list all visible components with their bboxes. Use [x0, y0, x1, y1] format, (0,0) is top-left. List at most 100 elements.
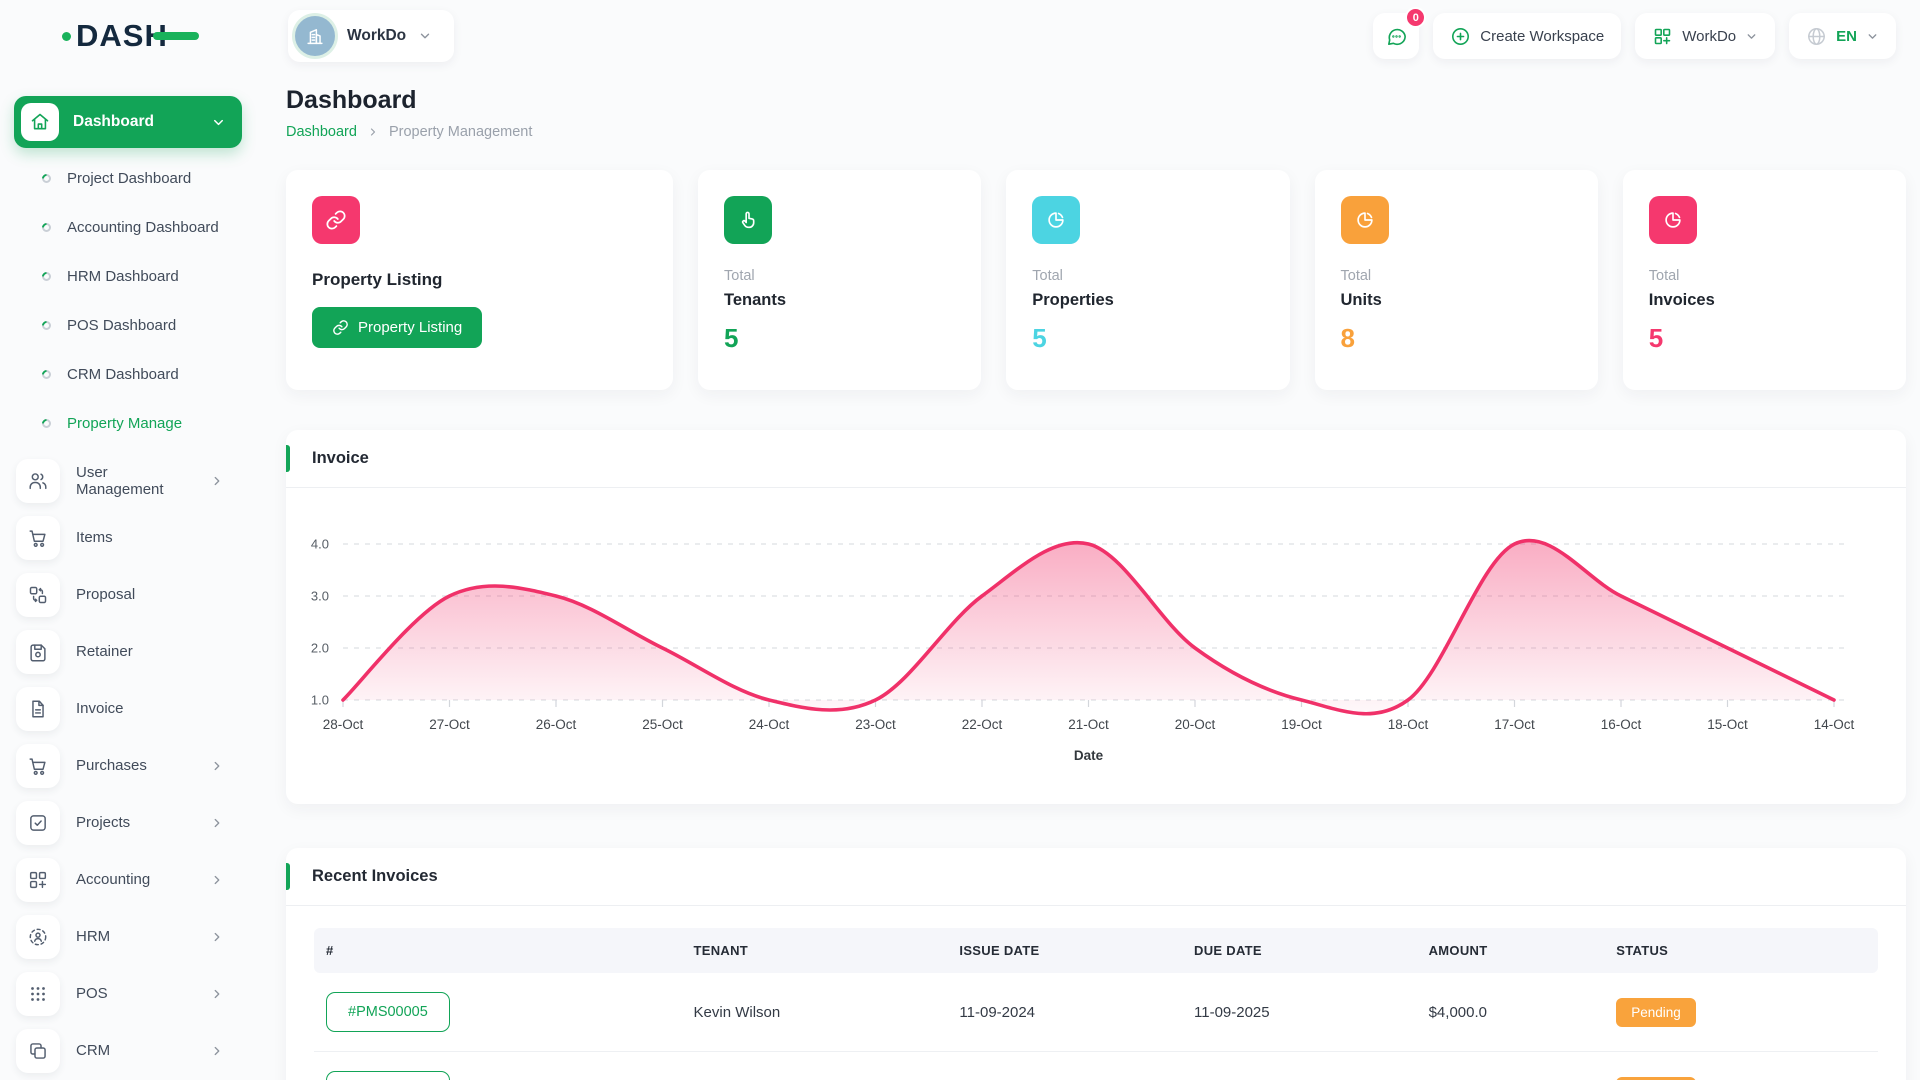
- sidebar-item-accounting-dashboard[interactable]: Accounting Dashboard: [14, 203, 242, 252]
- invoice-area-chart: 1.0 2.0 3.0 4.0 28-Oct 27-Oct 26-Oct 25-Oct 24-O…: [286, 488, 1906, 798]
- sidebar-item-hrm[interactable]: HRM: [14, 908, 242, 965]
- sidebar-item-label: Invoice: [76, 700, 124, 717]
- property-listing-button[interactable]: Property Listing: [312, 307, 483, 348]
- grid-plus-icon: [16, 857, 60, 902]
- sidebar-item-crm-dashboard[interactable]: CRM Dashboard: [14, 350, 242, 399]
- sidebar-item-proposal[interactable]: Proposal: [14, 566, 242, 623]
- breadcrumb-dashboard-link[interactable]: Dashboard: [286, 124, 357, 140]
- button-label: Property Listing: [358, 319, 463, 336]
- svg-text:18-Oct: 18-Oct: [1388, 717, 1429, 732]
- status-badge: Pending: [1616, 997, 1696, 1027]
- svg-text:19-Oct: 19-Oct: [1281, 717, 1322, 732]
- sidebar-item-label: HRM Dashboard: [67, 268, 179, 285]
- svg-text:17-Oct: 17-Oct: [1494, 717, 1535, 732]
- invoice-id-link[interactable]: #PMS00005: [326, 992, 450, 1032]
- chevron-down-icon: [420, 33, 430, 39]
- svg-text:25-Oct: 25-Oct: [642, 717, 683, 732]
- messages-button[interactable]: 0: [1373, 7, 1427, 59]
- notification-badge: 0: [1405, 7, 1427, 28]
- sidebar-item-projects[interactable]: Projects: [14, 794, 242, 851]
- sidebar-item-label: User Management: [76, 463, 164, 498]
- stat-kicker: Total: [1340, 268, 1372, 284]
- copy-squares-icon: [16, 1028, 60, 1073]
- sidebar-item-pos-dashboard[interactable]: POS Dashboard: [14, 301, 242, 350]
- column-header-amount: AMOUNT: [1428, 943, 1488, 958]
- sidebar-item-invoice[interactable]: Invoice: [14, 680, 242, 737]
- language-dropdown[interactable]: EN: [1789, 13, 1896, 59]
- topbar-actions: 0 Create Workspace WorkDo EN: [1373, 7, 1896, 59]
- sidebar-item-label: Property Manage: [67, 415, 183, 432]
- check-square-icon: [16, 800, 60, 845]
- page-title: Dashboard: [286, 86, 417, 114]
- sidebar-item-label: POS: [76, 985, 108, 1002]
- sidebar-item-dashboard[interactable]: Dashboard: [14, 96, 242, 148]
- link-icon: [333, 320, 348, 335]
- sidebar-item-crm[interactable]: CRM: [14, 1022, 242, 1079]
- pie-chart-icon-tile: [1340, 196, 1389, 244]
- sidebar-item-label: Items: [76, 529, 113, 546]
- pie-chart-icon-tile: [1032, 196, 1081, 244]
- total-tenants-card: Total Tenants 5: [698, 170, 982, 390]
- sidebar-item-items[interactable]: Items: [14, 509, 242, 566]
- accent-bar: [286, 445, 290, 472]
- sidebar-item-label: POS Dashboard: [67, 317, 177, 334]
- stat-value: 5: [1648, 323, 1664, 353]
- chevron-up-icon: [214, 119, 223, 125]
- chat-icon: [1387, 28, 1406, 45]
- sidebar-item-label: Dashboard: [73, 113, 154, 130]
- svg-text:16-Oct: 16-Oct: [1601, 717, 1642, 732]
- svg-text:28-Oct: 28-Oct: [323, 717, 364, 732]
- sidebar-item-project-dashboard[interactable]: Project Dashboard: [14, 154, 242, 203]
- chevron-down-icon: [1868, 33, 1877, 39]
- sidebar-item-property-manage-dashboard[interactable]: Property Manage: [14, 399, 242, 448]
- create-workspace-button[interactable]: Create Workspace: [1433, 13, 1622, 59]
- pie-chart-icon: [1048, 212, 1064, 228]
- due-date-cell: 11-09-2025: [1194, 1003, 1270, 1021]
- column-header-due-date: DUE DATE: [1194, 943, 1262, 958]
- app-switcher-label: WorkDo: [1682, 27, 1737, 45]
- chevron-right-icon: [214, 476, 220, 485]
- svg-text:15-Oct: 15-Oct: [1707, 717, 1748, 732]
- sidebar-item-label: HRM: [76, 928, 111, 945]
- stat-value: 8: [1340, 323, 1355, 353]
- pie-chart-icon: [1665, 212, 1681, 228]
- stat-value: 5: [724, 323, 739, 353]
- svg-text:1.0: 1.0: [311, 693, 329, 708]
- svg-text:26-Oct: 26-Oct: [536, 717, 577, 732]
- sidebar-item-label: Proposal: [76, 586, 136, 603]
- language-code: EN: [1836, 27, 1857, 45]
- stat-label: Invoices: [1648, 291, 1715, 309]
- breadcrumb: Dashboard Property Management: [286, 124, 1906, 140]
- total-invoices-card: Total Invoices 5: [1622, 170, 1906, 390]
- svg-text:20-Oct: 20-Oct: [1175, 717, 1216, 732]
- stat-kicker: Total: [1648, 268, 1680, 284]
- svg-text:24-Oct: 24-Oct: [749, 717, 790, 732]
- sidebar-item-user-management[interactable]: User Management: [14, 452, 242, 509]
- sidebar-item-label: CRM Dashboard: [67, 366, 179, 383]
- svg-text:2.0: 2.0: [311, 641, 329, 656]
- total-units-card: Total Units 8: [1314, 170, 1598, 390]
- person-circle-icon: [16, 914, 60, 959]
- sidebar-item-hrm-dashboard[interactable]: HRM Dashboard: [14, 252, 242, 301]
- workspace-selector[interactable]: WorkDo: [288, 10, 455, 62]
- total-properties-card: Total Properties 5: [1006, 170, 1290, 390]
- sidebar-item-accounting[interactable]: Accounting: [14, 851, 242, 908]
- cart-icon: [16, 515, 60, 560]
- logo-dash-bar: [152, 32, 199, 40]
- sidebar-item-pos[interactable]: POS: [14, 965, 242, 1022]
- main-content: Dashboard Dashboard Property Management …: [286, 72, 1906, 1080]
- sidebar-item-purchases[interactable]: Purchases: [14, 737, 242, 794]
- chevron-right-icon: [214, 989, 220, 998]
- stat-kicker: Total: [724, 268, 755, 284]
- pie-chart-icon-tile: [1648, 196, 1697, 244]
- sidebar-item-retainer[interactable]: Retainer: [14, 623, 242, 680]
- property-listing-title: Property Listing: [312, 270, 443, 289]
- status-badge: Pending: [1616, 1076, 1696, 1080]
- invoice-id-link[interactable]: #PMS00004: [326, 1071, 450, 1080]
- recent-invoices-panel: Recent Invoices # TENANT ISSUE DATE DUE …: [286, 848, 1906, 1080]
- app-switcher-dropdown[interactable]: WorkDo: [1635, 13, 1776, 59]
- chevron-right-icon: [214, 932, 220, 941]
- due-date-cell: 11-10-2024: [1182, 1051, 1417, 1080]
- property-listing-card: Property Listing Property Listing: [286, 170, 673, 390]
- bullet-icon: [40, 368, 53, 381]
